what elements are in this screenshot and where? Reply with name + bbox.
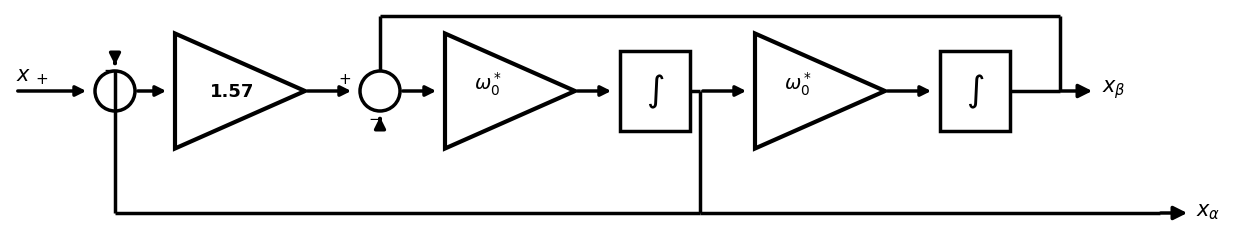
Text: $\omega_0^*$: $\omega_0^*$ [474,70,502,97]
Text: $-$: $-$ [368,109,382,125]
Text: $x_\alpha$: $x_\alpha$ [1197,201,1220,221]
Text: 1.57: 1.57 [210,83,254,100]
Text: $x_\beta$: $x_\beta$ [1102,78,1126,101]
Text: $\int$: $\int$ [646,73,665,111]
Text: $\omega_0^*$: $\omega_0^*$ [784,70,812,97]
Text: $\int$: $\int$ [966,73,985,111]
Text: $-$: $-$ [103,61,117,76]
Bar [940,52,1011,131]
Text: $x$: $x$ [16,65,31,85]
Text: $+$: $+$ [339,72,351,87]
Bar [620,52,689,131]
Text: $+$: $+$ [35,72,48,87]
